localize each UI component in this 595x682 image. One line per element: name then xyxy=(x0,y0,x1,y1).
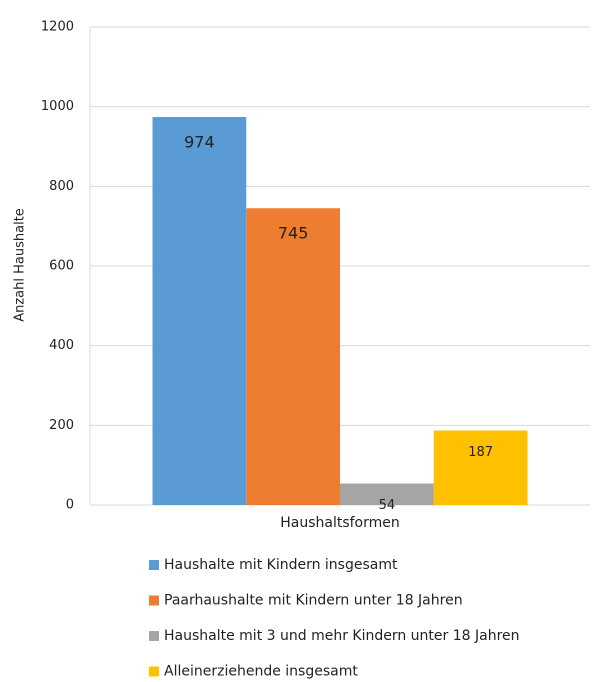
legend-label: Alleinerziehende insgesamt xyxy=(164,664,358,680)
legend-swatch xyxy=(149,595,159,606)
bar xyxy=(340,483,434,505)
y-tick-label: 0 xyxy=(66,498,74,513)
y-tick-label: 400 xyxy=(49,338,74,353)
data-label: 54 xyxy=(379,498,396,513)
bar xyxy=(246,208,340,505)
data-label: 745 xyxy=(278,224,309,243)
legend-swatch xyxy=(149,560,159,570)
y-tick-label: 800 xyxy=(49,179,74,194)
legend-label: Haushalte mit Kindern insgesamt xyxy=(164,557,398,573)
legend-swatch xyxy=(149,666,159,677)
data-label: 187 xyxy=(468,445,493,460)
y-axis-label: Anzahl Haushalte xyxy=(13,208,28,322)
data-label: 974 xyxy=(184,133,215,152)
legend-label: Paarhaushalte mit Kindern unter 18 Jahre… xyxy=(164,593,463,609)
x-tick-label: Haushaltsformen xyxy=(280,515,400,531)
legend-label: Haushalte mit 3 und mehr Kindern unter 1… xyxy=(164,628,520,644)
y-tick-label: 600 xyxy=(49,259,74,274)
y-tick-label: 200 xyxy=(49,418,74,433)
bar xyxy=(433,430,528,505)
y-tick-label: 1000 xyxy=(41,99,74,114)
y-tick-label: 1200 xyxy=(41,20,74,35)
legend-swatch xyxy=(149,631,159,641)
bar xyxy=(152,117,247,506)
